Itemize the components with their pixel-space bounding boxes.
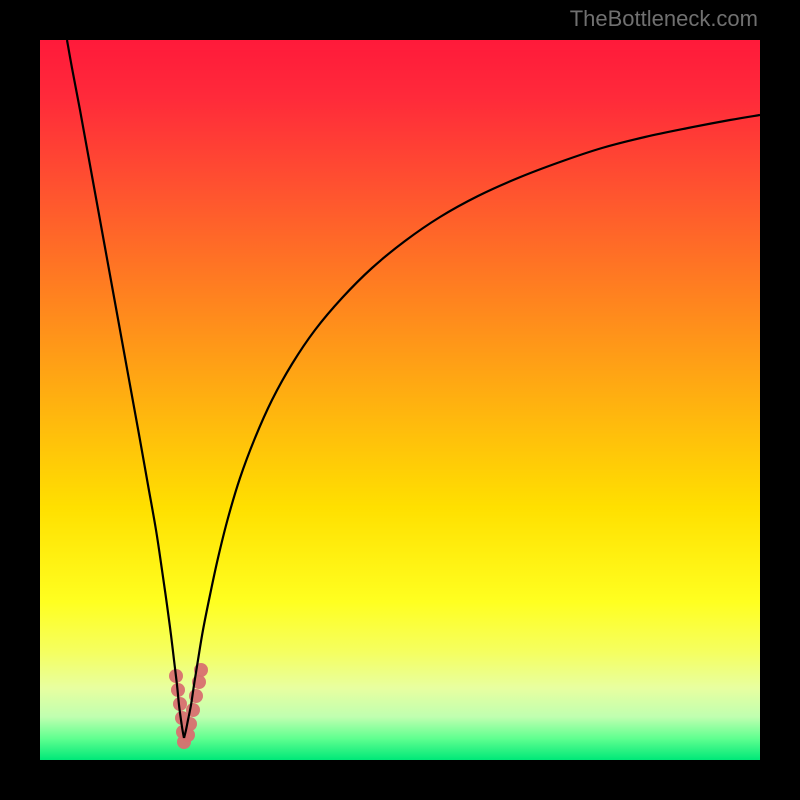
watermark-text: TheBottleneck.com [570, 6, 758, 32]
data-marker [183, 717, 197, 731]
curve-left-branch [67, 40, 184, 738]
bottleneck-chart [40, 40, 760, 760]
curve-right-branch [184, 115, 760, 738]
chart-curves-layer [40, 40, 760, 760]
